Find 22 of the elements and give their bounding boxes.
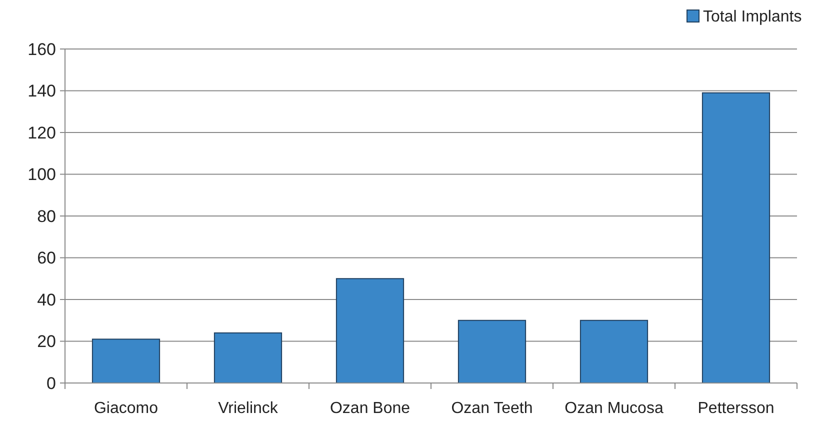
x-tick-label: Vrielinck xyxy=(218,400,279,417)
y-tick-label: 100 xyxy=(28,165,56,184)
y-tick-label: 60 xyxy=(37,248,56,268)
y-tick-label: 140 xyxy=(28,82,56,101)
legend-label: Total Implants xyxy=(703,8,802,26)
bar xyxy=(92,338,160,384)
x-tick-label: Ozan Bone xyxy=(330,400,410,417)
y-tick-label: 40 xyxy=(37,290,56,310)
bar xyxy=(336,278,404,384)
x-tick-label: Pettersson xyxy=(698,400,774,417)
x-tick-label: Ozan Teeth xyxy=(451,400,533,417)
y-tick-label: 20 xyxy=(37,332,56,352)
y-tick-label: 0 xyxy=(46,374,56,393)
bar xyxy=(458,320,526,384)
y-tick-label: 160 xyxy=(28,40,56,59)
y-tick-label: 80 xyxy=(37,206,56,226)
bar xyxy=(580,320,648,384)
x-tick-label: Ozan Mucosa xyxy=(564,400,664,417)
bar xyxy=(702,92,770,384)
x-tick-label: Giacomo xyxy=(94,400,158,417)
y-tick-label: 120 xyxy=(28,123,56,142)
bar xyxy=(214,332,282,384)
